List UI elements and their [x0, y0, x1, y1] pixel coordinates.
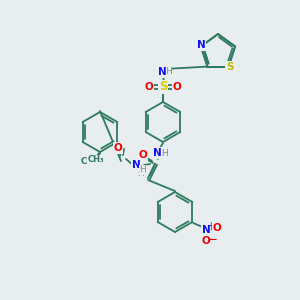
Text: H: H — [138, 169, 144, 178]
Text: S: S — [159, 80, 167, 94]
Text: O: O — [114, 143, 122, 153]
Text: N: N — [158, 67, 166, 77]
Text: CH₃: CH₃ — [81, 158, 97, 166]
Text: H: H — [165, 68, 171, 76]
Text: O: O — [202, 236, 211, 246]
Text: +: + — [207, 221, 214, 230]
Text: N: N — [153, 148, 161, 158]
Text: N: N — [202, 225, 211, 235]
Text: O: O — [145, 82, 153, 92]
Text: O: O — [213, 223, 222, 233]
Text: −: − — [207, 232, 217, 245]
Text: N: N — [196, 40, 205, 50]
Text: O: O — [139, 150, 147, 160]
Text: N: N — [132, 160, 140, 170]
Text: H: H — [140, 166, 146, 175]
Text: O: O — [172, 82, 182, 92]
Text: S: S — [226, 61, 233, 72]
Text: H: H — [162, 148, 168, 158]
Text: CH₃: CH₃ — [88, 155, 104, 164]
